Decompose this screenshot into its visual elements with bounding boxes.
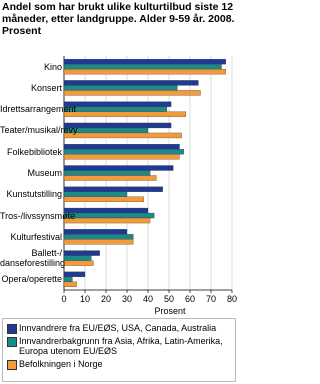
x-tick-label: 30: [121, 294, 132, 304]
bar: [63, 165, 174, 171]
legend-swatch: [7, 324, 17, 334]
y-tick-label: Kulturfestival: [10, 231, 62, 242]
legend-item: Innvandrerbakgrunn fra Asia, Afrika, Lat…: [7, 336, 229, 356]
y-tick-label: Idrettsarrangement: [0, 104, 77, 115]
legend-item: Innvandrere fra EU/EØS, USA, Canada, Aus…: [7, 323, 229, 334]
bar: [63, 85, 178, 91]
legend-swatch: [7, 337, 17, 347]
legend-item: Befolkningen i Norge: [7, 359, 229, 370]
bar: [63, 68, 226, 75]
bar: [63, 250, 100, 256]
bar: [63, 122, 172, 129]
bar: [63, 132, 182, 139]
x-tick-label: 10: [79, 294, 90, 304]
bar: [63, 229, 128, 235]
y-tick-label: Teater/musikal/revy: [0, 125, 78, 136]
bar: [63, 90, 201, 96]
bar: [63, 276, 73, 283]
plot: [63, 56, 233, 293]
bar: [63, 212, 155, 219]
y-tick-label: Tros-/livssynsmøte: [0, 210, 76, 221]
y-tick-label: Museum: [27, 168, 62, 178]
bar: [63, 149, 184, 155]
bar: [63, 260, 94, 266]
chart: Andel som har brukt ulike kulturtilbud s…: [0, 0, 239, 384]
bar: [63, 101, 172, 107]
bar: [63, 175, 157, 181]
bar: [63, 239, 134, 245]
legend: Innvandrere fra EU/EØS, USA, Canada, Aus…: [2, 318, 236, 382]
y-tick-label: Ballett-/ danseforestilling: [0, 248, 66, 269]
bar: [63, 281, 77, 288]
bar: [63, 144, 180, 150]
y-tick-label: Kunstutstilling: [6, 189, 62, 200]
bar: [63, 186, 163, 192]
y-tick-label: Folkebibliotek: [6, 146, 62, 157]
bar: [63, 80, 199, 86]
y-tick-label: Opera/operette: [1, 274, 62, 285]
x-tick-label: 50: [163, 294, 174, 304]
x-tick-label: 60: [184, 294, 195, 304]
x-tick-label: 80: [226, 294, 237, 304]
x-tick-label: 40: [142, 294, 153, 304]
bar: [63, 196, 144, 202]
x-tick-label: 0: [61, 294, 67, 304]
bar: [63, 191, 128, 197]
y-tick-label: Konsert: [30, 82, 62, 93]
legend-swatch: [7, 360, 17, 370]
bar: [63, 217, 151, 224]
bar: [63, 58, 226, 65]
bar: [63, 271, 86, 278]
x-axis-label: Prosent: [154, 306, 186, 316]
bar: [63, 106, 168, 112]
y-tick-label: Kino: [43, 61, 62, 72]
bar: [63, 207, 149, 214]
bar: [63, 170, 151, 176]
bar: [63, 63, 222, 70]
x-tick-label: 20: [100, 294, 111, 304]
bar: [63, 154, 180, 160]
bar: [63, 234, 134, 240]
bar: [63, 255, 92, 261]
bar: [63, 111, 186, 117]
x-tick-label: 70: [205, 294, 216, 304]
chart-title: Andel som har brukt ulike kulturtilbud s…: [2, 1, 235, 37]
